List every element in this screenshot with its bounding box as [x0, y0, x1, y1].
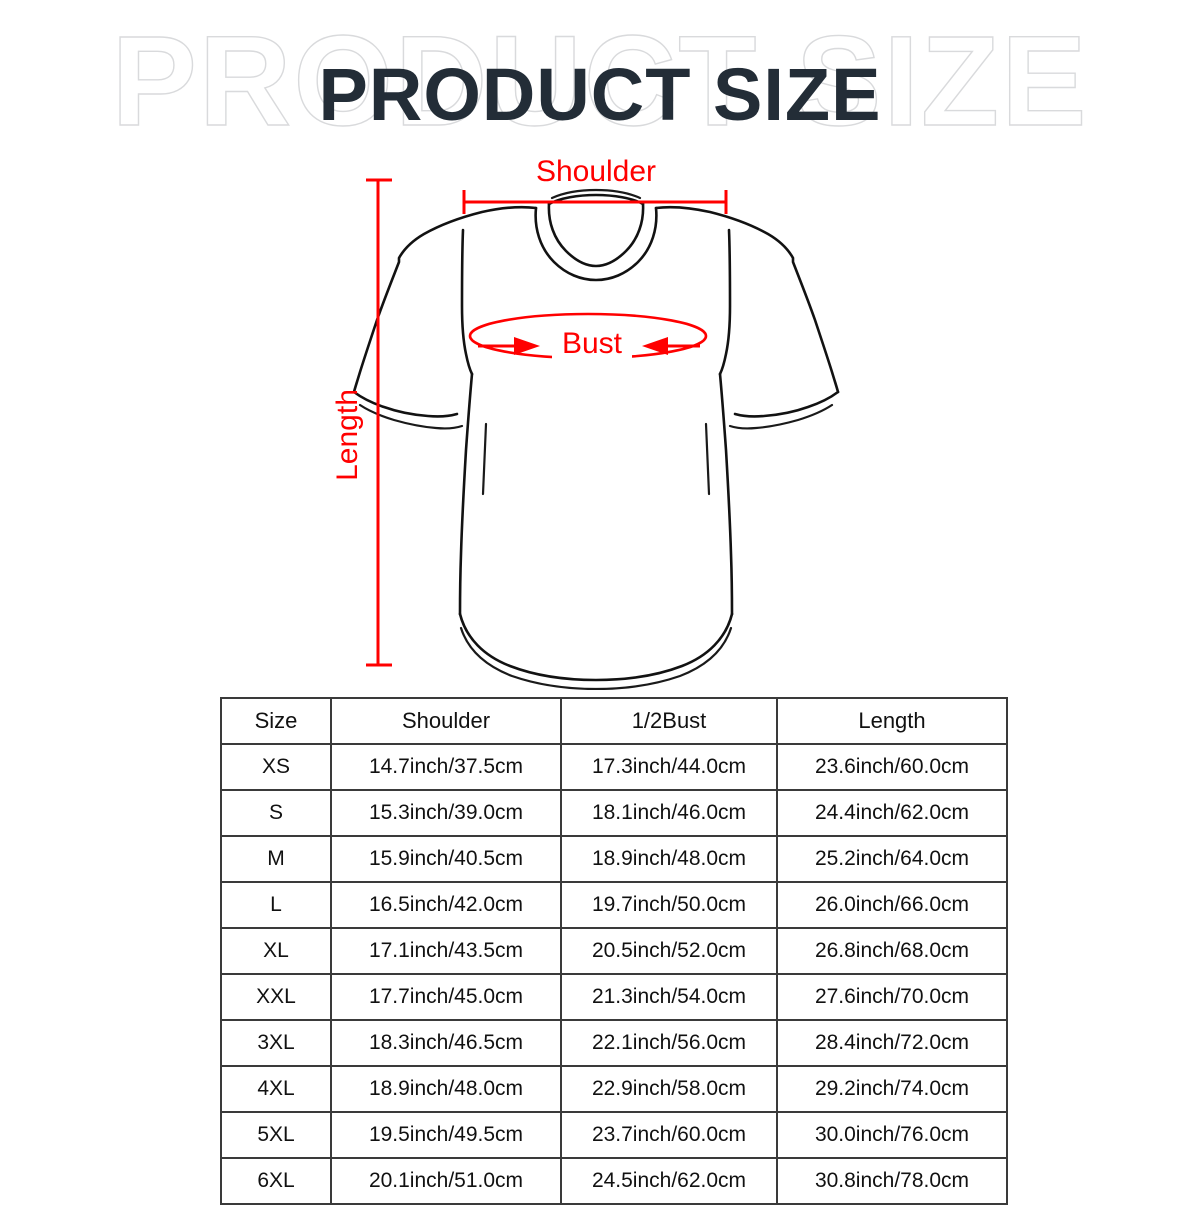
tshirt-outline-icon — [352, 188, 840, 690]
table-row: 5XL 19.5inch/49.5cm 23.7inch/60.0cm 30.0… — [220, 1111, 1008, 1159]
cell-bust: 24.5inch/62.0cm — [560, 1157, 778, 1205]
size-table-container: Size Shoulder 1/2Bust Length XS 14.7inch… — [220, 697, 1008, 1205]
cell-size: 6XL — [220, 1157, 332, 1205]
cell-length: 23.6inch/60.0cm — [776, 743, 1008, 791]
table-header-row: Size Shoulder 1/2Bust Length — [220, 697, 1008, 745]
cell-bust: 17.3inch/44.0cm — [560, 743, 778, 791]
bust-arrow-right-head — [642, 337, 668, 355]
cell-size: L — [220, 881, 332, 929]
table-row: S 15.3inch/39.0cm 18.1inch/46.0cm 24.4in… — [220, 789, 1008, 837]
column-header-size: Size — [220, 697, 332, 745]
cell-bust: 23.7inch/60.0cm — [560, 1111, 778, 1159]
column-header-bust: 1/2Bust — [560, 697, 778, 745]
cell-shoulder: 17.7inch/45.0cm — [330, 973, 562, 1021]
cell-length: 27.6inch/70.0cm — [776, 973, 1008, 1021]
table-row: XXL 17.7inch/45.0cm 21.3inch/54.0cm 27.6… — [220, 973, 1008, 1021]
table-row: L 16.5inch/42.0cm 19.7inch/50.0cm 26.0in… — [220, 881, 1008, 929]
cell-length: 24.4inch/62.0cm — [776, 789, 1008, 837]
cell-shoulder: 18.3inch/46.5cm — [330, 1019, 562, 1067]
bust-label-backdrop — [552, 326, 632, 360]
cell-size: S — [220, 789, 332, 837]
cell-bust: 22.1inch/56.0cm — [560, 1019, 778, 1067]
cell-shoulder: 15.9inch/40.5cm — [330, 835, 562, 883]
cell-size: 4XL — [220, 1065, 332, 1113]
shoulder-label: Shoulder — [536, 155, 656, 188]
cell-size: XL — [220, 927, 332, 975]
table-row: 3XL 18.3inch/46.5cm 22.1inch/56.0cm 28.4… — [220, 1019, 1008, 1067]
cell-shoulder: 15.3inch/39.0cm — [330, 789, 562, 837]
watermark-title: PRODUCT SIZE — [111, 10, 1089, 153]
cell-bust: 22.9inch/58.0cm — [560, 1065, 778, 1113]
cell-bust: 19.7inch/50.0cm — [560, 881, 778, 929]
cell-size: 5XL — [220, 1111, 332, 1159]
cell-shoulder: 18.9inch/48.0cm — [330, 1065, 562, 1113]
cell-shoulder: 16.5inch/42.0cm — [330, 881, 562, 929]
cell-bust: 21.3inch/54.0cm — [560, 973, 778, 1021]
length-label: Length — [331, 389, 364, 481]
cell-length: 29.2inch/74.0cm — [776, 1065, 1008, 1113]
cell-shoulder: 14.7inch/37.5cm — [330, 743, 562, 791]
cell-shoulder: 19.5inch/49.5cm — [330, 1111, 562, 1159]
cell-size: XXL — [220, 973, 332, 1021]
page-title: PRODUCT SIZE — [318, 53, 882, 136]
column-header-length: Length — [776, 697, 1008, 745]
table-row: XL 17.1inch/43.5cm 20.5inch/52.0cm 26.8i… — [220, 927, 1008, 975]
cell-bust: 18.9inch/48.0cm — [560, 835, 778, 883]
column-header-shoulder: Shoulder — [330, 697, 562, 745]
cell-shoulder: 20.1inch/51.0cm — [330, 1157, 562, 1205]
cell-length: 30.8inch/78.0cm — [776, 1157, 1008, 1205]
shoulder-measurement: Shoulder — [462, 155, 728, 214]
table-row: M 15.9inch/40.5cm 18.9inch/48.0cm 25.2in… — [220, 835, 1008, 883]
table-row: XS 14.7inch/37.5cm 17.3inch/44.0cm 23.6i… — [220, 743, 1008, 791]
bust-label: Bust — [562, 327, 623, 360]
cell-length: 26.0inch/66.0cm — [776, 881, 1008, 929]
cell-length: 30.0inch/76.0cm — [776, 1111, 1008, 1159]
cell-bust: 18.1inch/46.0cm — [560, 789, 778, 837]
tshirt-diagram: Shoulder Bust Length — [0, 150, 1200, 690]
table-row: 6XL 20.1inch/51.0cm 24.5inch/62.0cm 30.8… — [220, 1157, 1008, 1205]
table-row: 4XL 18.9inch/48.0cm 22.9inch/58.0cm 29.2… — [220, 1065, 1008, 1113]
cell-length: 28.4inch/72.0cm — [776, 1019, 1008, 1067]
bust-arrow-left-head — [514, 337, 540, 355]
cell-size: M — [220, 835, 332, 883]
cell-length: 26.8inch/68.0cm — [776, 927, 1008, 975]
cell-size: 3XL — [220, 1019, 332, 1067]
cell-shoulder: 17.1inch/43.5cm — [330, 927, 562, 975]
cell-bust: 20.5inch/52.0cm — [560, 927, 778, 975]
cell-length: 25.2inch/64.0cm — [776, 835, 1008, 883]
size-table: Size Shoulder 1/2Bust Length XS 14.7inch… — [220, 697, 1008, 1205]
cell-size: XS — [220, 743, 332, 791]
length-measurement: Length — [331, 178, 392, 667]
bust-measurement: Bust — [468, 312, 708, 360]
page-header: PRODUCT SIZE PRODUCT SIZE — [0, 0, 1200, 170]
